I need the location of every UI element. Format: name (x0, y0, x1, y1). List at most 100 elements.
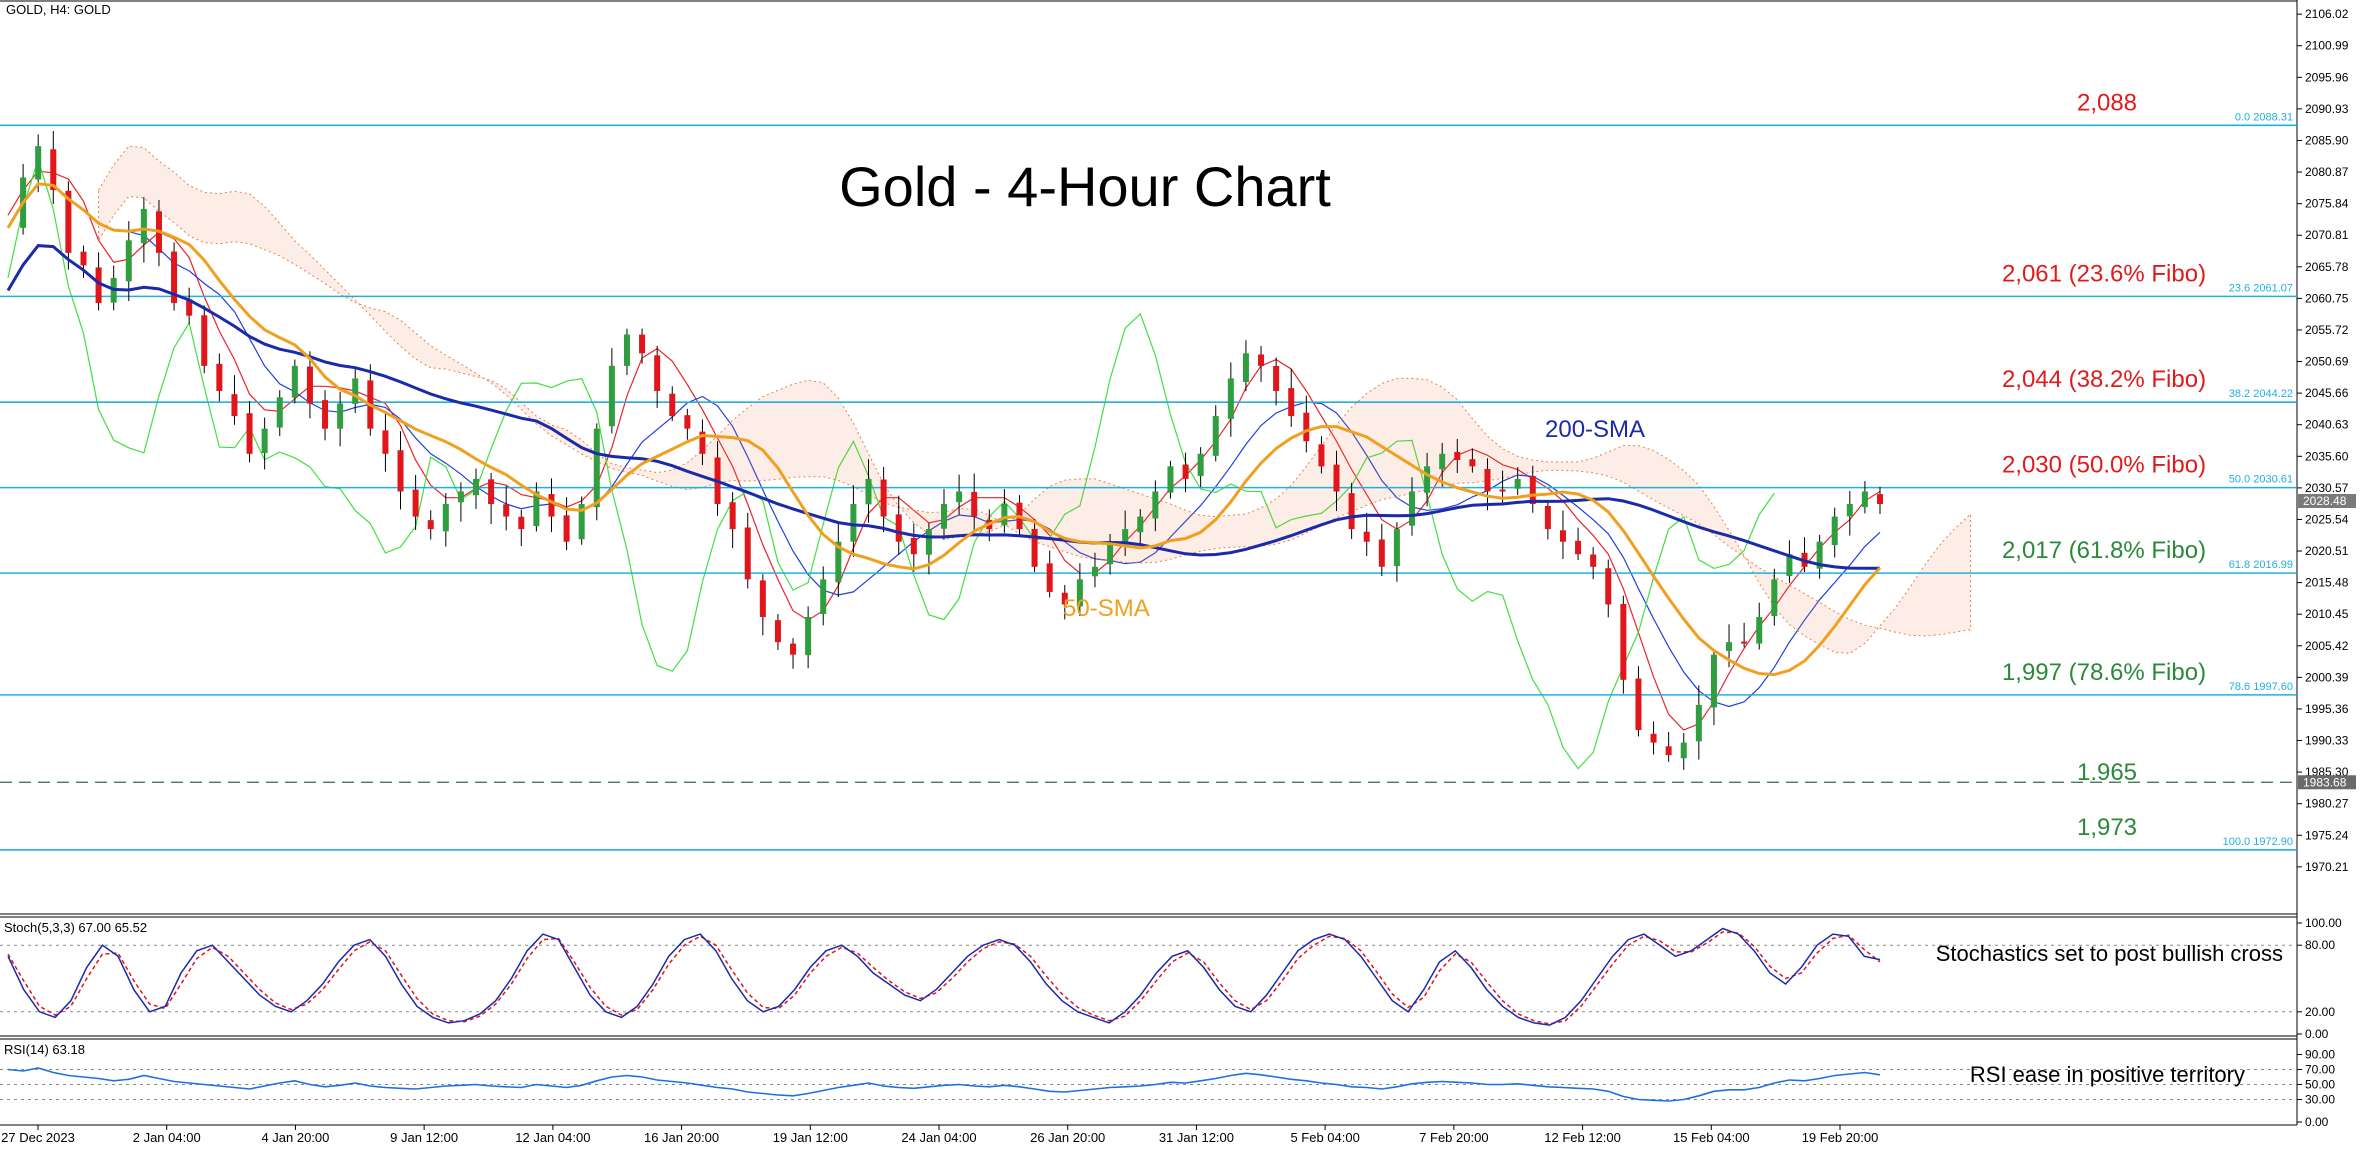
candle-body (1288, 388, 1295, 417)
candle-body (880, 479, 887, 517)
candle-body (1439, 453, 1446, 470)
candle-body (216, 363, 223, 391)
price-tick-label: 2080.87 (2305, 165, 2349, 179)
candle-body (956, 491, 963, 503)
candle-body (276, 397, 283, 428)
candle-body (171, 251, 178, 304)
candle-body (835, 541, 842, 583)
candle-body (261, 428, 268, 454)
candle-body (1710, 654, 1717, 708)
time-tick-label: 9 Jan 12:00 (390, 1130, 458, 1145)
candle-body (473, 478, 479, 496)
rsi-tick-label: 0.00 (2305, 1115, 2329, 1129)
candle-body (865, 478, 872, 505)
rsi-tick-label: 70.00 (2305, 1063, 2335, 1077)
price-tick-label: 2030.57 (2305, 481, 2349, 495)
fibo-level-label: 2,017 (61.8% Fibo) (2002, 537, 2206, 564)
candle-body (1076, 579, 1083, 607)
candle-body (50, 149, 57, 191)
fibo-level-label: 2,061 (23.6% Fibo) (2002, 260, 2206, 287)
candle-body (1167, 466, 1174, 493)
candle-body (759, 580, 766, 618)
stoch-tick-label: 80.00 (2305, 938, 2335, 952)
candle-body (412, 489, 419, 517)
candle-body (1816, 541, 1823, 569)
candle-body (306, 366, 313, 404)
price-tick-label: 2020.51 (2305, 544, 2349, 558)
fibo-axis-label: 61.8 2016.99 (2229, 559, 2293, 571)
candle-body (1741, 641, 1748, 644)
price-tick-label: 2025.54 (2305, 512, 2349, 526)
time-tick-label: 5 Feb 04:00 (1290, 1130, 1359, 1145)
candle-body (1877, 494, 1883, 505)
candle-body (1650, 733, 1657, 743)
time-tick-label: 31 Jan 12:00 (1159, 1130, 1234, 1145)
price-tick-label: 1980.27 (2305, 797, 2349, 811)
candle-body (1001, 504, 1008, 526)
stoch-signal-line (7, 931, 1881, 1025)
price-tick-label: 2035.60 (2305, 449, 2349, 463)
candle-body (805, 617, 812, 656)
price-tick-label: 2015.48 (2305, 576, 2349, 590)
candle-body (1544, 505, 1551, 530)
rsi-line (7, 1067, 1881, 1102)
last-price-label: 2028.48 (2303, 494, 2347, 508)
fibo-level-label: 2,088 (2077, 89, 2137, 116)
candle-body (518, 516, 525, 530)
price-tick-label: 2085.90 (2305, 133, 2349, 147)
candle-body (1846, 504, 1853, 517)
candle-body (563, 515, 570, 542)
fibo-axis-label: 78.6 1997.60 (2229, 681, 2293, 693)
candle-body (684, 415, 691, 429)
time-tick-label: 7 Feb 20:00 (1419, 1130, 1488, 1145)
candle-body (1484, 469, 1491, 492)
candle-body (593, 428, 600, 508)
fibo-level-label: 2,030 (50.0% Fibo) (2002, 452, 2206, 479)
price-tick-label: 2010.45 (2305, 607, 2349, 621)
price-tick-label: 2070.81 (2305, 228, 2349, 242)
price-tick-label: 2090.93 (2305, 102, 2349, 116)
candle-body (1242, 353, 1249, 382)
candle-body (1771, 579, 1778, 617)
candle-body (1665, 746, 1672, 756)
candle-body (578, 504, 585, 540)
sma-200-line (6, 244, 1881, 570)
candle-body (608, 365, 615, 427)
rsi-label: RSI(14) 63.18 (4, 1042, 85, 1057)
candle-body (623, 334, 630, 366)
candle-body (1303, 412, 1310, 442)
candle-body (95, 267, 102, 304)
candle-body (971, 491, 978, 517)
fibo-labels: 0.0 2088.31 2,088 23.6 2061.07 2,061 (23.6%… (2002, 89, 2293, 848)
candle-body (1258, 354, 1265, 366)
price-tick-label: 2095.96 (2305, 70, 2349, 84)
candle-body (1122, 529, 1129, 543)
price-tick-label: 2040.63 (2305, 418, 2349, 432)
candle-body (1424, 466, 1431, 493)
fibo-axis-label: 38.2 2044.22 (2229, 388, 2293, 400)
candle-body (1348, 493, 1355, 530)
candle-body (80, 251, 87, 266)
candle-body (1831, 516, 1838, 546)
time-tick-label: 12 Feb 12:00 (1544, 1130, 1621, 1145)
rsi-annotation: RSI ease in positive territory (1970, 1062, 2245, 1087)
stoch-main-line (7, 927, 1881, 1026)
candle-body (1061, 592, 1068, 605)
candle-body (246, 413, 253, 454)
price-tick-label: 2005.42 (2305, 639, 2349, 653)
candle-body (1695, 704, 1702, 742)
candle-body (744, 527, 751, 580)
support-price-box (2298, 775, 2356, 790)
candle-body (1786, 554, 1793, 576)
candle-body (1529, 475, 1536, 505)
price-tick-label: 2075.84 (2305, 197, 2349, 211)
candle-body (1861, 491, 1868, 508)
time-tick-label: 26 Jan 20:00 (1030, 1130, 1105, 1145)
price-tick-label: 2060.75 (2305, 291, 2349, 305)
candle-body (1680, 742, 1687, 759)
candle-body (231, 394, 238, 417)
cloud-area (98, 145, 1972, 654)
candle-body (820, 579, 827, 614)
time-tick-label: 12 Jan 04:00 (515, 1130, 590, 1145)
candle-body (910, 537, 917, 555)
